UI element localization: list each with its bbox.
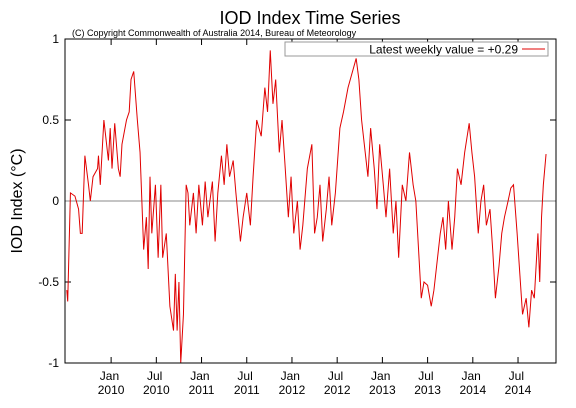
- x-tick-label: Jan 2014: [459, 369, 486, 397]
- x-tick-label: Jan 2012: [279, 369, 306, 397]
- plot-frame: [64, 38, 557, 364]
- legend-label: Latest weekly value = +0.29: [369, 43, 518, 57]
- y-tick-label: 0: [52, 194, 59, 208]
- x-tick-label: Jan 2011: [189, 369, 215, 397]
- y-tick-label: -0.5: [38, 275, 59, 289]
- x-tick-label: Jan 2013: [369, 369, 396, 397]
- x-tick-label: Jul 2012: [324, 369, 351, 397]
- y-axis-label: IOD Index (°C): [9, 148, 26, 253]
- x-tick-label: Jul 2011: [234, 369, 260, 397]
- legend-box: [284, 41, 549, 57]
- y-tick-label: 0.5: [42, 113, 59, 127]
- subtitle: (C) Copyright Commonwealth of Australia …: [72, 28, 357, 38]
- x-tick-label: Jul 2010: [143, 369, 170, 397]
- x-tick-label: Jul 2013: [414, 369, 441, 397]
- x-tick-label: Jan 2010: [98, 369, 125, 397]
- data-line: [66, 50, 547, 364]
- x-tick-label: Jul 2014: [505, 369, 532, 397]
- chart-title: IOD Index Time Series: [219, 8, 400, 28]
- y-tick-label: 1: [52, 32, 59, 46]
- y-tick-label: -1: [48, 356, 59, 370]
